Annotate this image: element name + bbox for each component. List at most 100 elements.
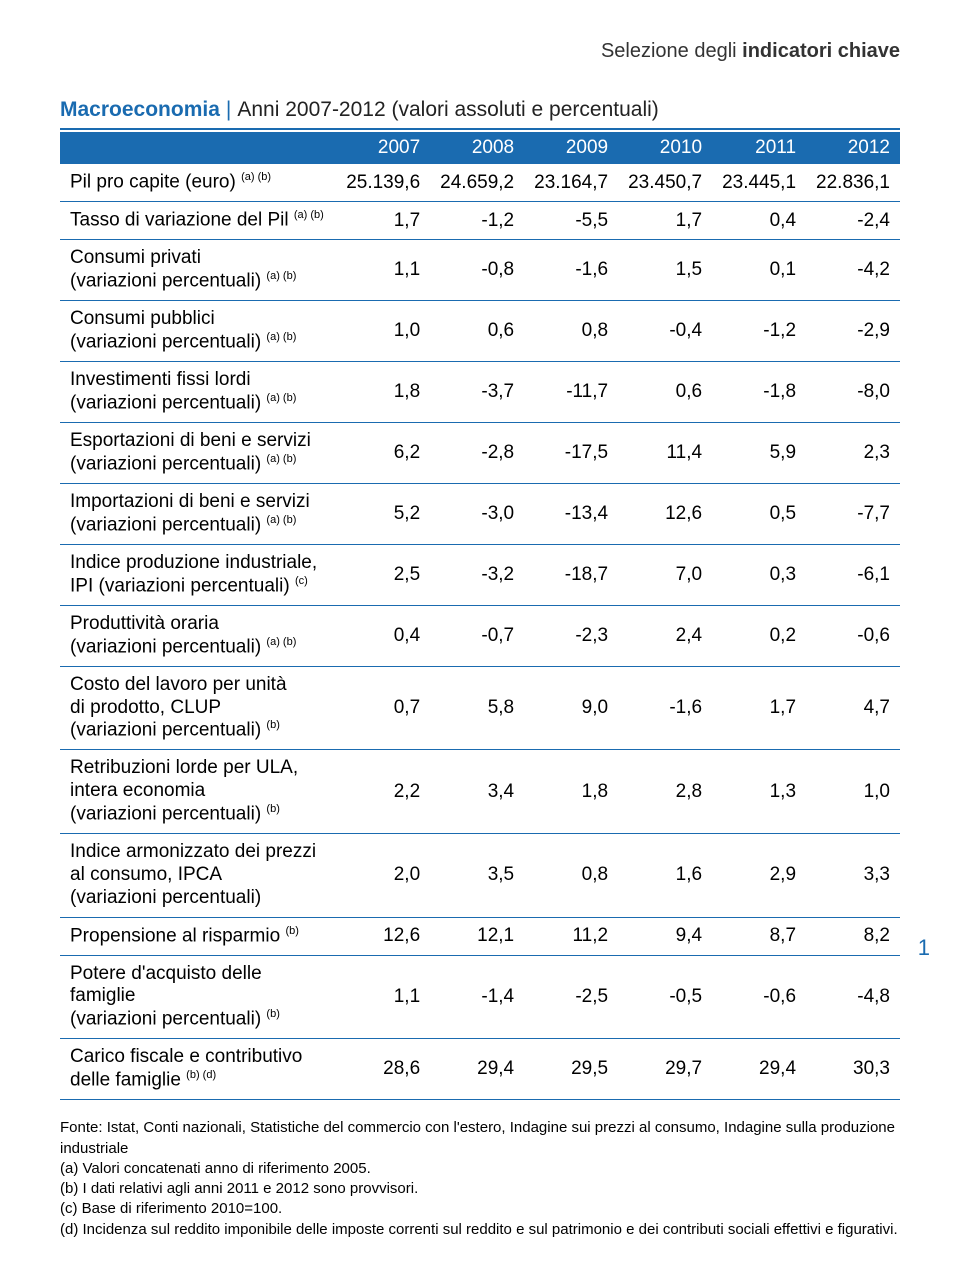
cell-value: 1,7 (336, 202, 430, 240)
row-label: Retribuzioni lorde per ULA,intera econom… (60, 750, 336, 834)
cell-value: 3,4 (430, 750, 524, 834)
cell-value: 1,7 (712, 666, 806, 750)
cell-value: 1,5 (618, 240, 712, 301)
cell-value: 0,7 (336, 666, 430, 750)
table-row: Produttività oraria(variazioni percentua… (60, 605, 900, 666)
cell-value: 1,0 (806, 750, 900, 834)
cell-value: 23.450,7 (618, 164, 712, 202)
row-label: Investimenti fissi lordi(variazioni perc… (60, 362, 336, 423)
cell-value: -4,8 (806, 955, 900, 1039)
table-body: Pil pro capite (euro) (a) (b)25.139,624.… (60, 164, 900, 1100)
footnotes: Fonte: Istat, Conti nazionali, Statistic… (60, 1118, 900, 1240)
cell-value: 0,2 (712, 605, 806, 666)
cell-value: 12,6 (618, 483, 712, 544)
table-row: Retribuzioni lorde per ULA,intera econom… (60, 750, 900, 834)
cell-value: 8,2 (806, 917, 900, 955)
row-label: Tasso di variazione del Pil (a) (b) (60, 202, 336, 240)
cell-value: -2,3 (524, 605, 618, 666)
column-header: 2010 (618, 132, 712, 164)
title-separator: | (220, 98, 237, 121)
cell-value: 6,2 (336, 423, 430, 484)
footnote-line: (d) Incidenza sul reddito imponibile del… (60, 1220, 900, 1240)
cell-value: -2,9 (806, 301, 900, 362)
cell-value: -0,7 (430, 605, 524, 666)
cell-value: -3,2 (430, 544, 524, 605)
cell-value: 29,7 (618, 1039, 712, 1100)
column-header: 2008 (430, 132, 524, 164)
title-subtitle: Anni 2007-2012 (valori assoluti e percen… (237, 98, 658, 121)
cell-value: 24.659,2 (430, 164, 524, 202)
cell-value: -8,0 (806, 362, 900, 423)
cell-value: 1,1 (336, 955, 430, 1039)
cell-value: -0,4 (618, 301, 712, 362)
cell-value: 1,0 (336, 301, 430, 362)
cell-value: 1,1 (336, 240, 430, 301)
title-rule (60, 128, 900, 130)
cell-value: 0,6 (618, 362, 712, 423)
cell-value: -0,6 (712, 955, 806, 1039)
row-label: Indice produzione industriale,IPI (varia… (60, 544, 336, 605)
table-row: Propensione al risparmio (b)12,612,111,2… (60, 917, 900, 955)
cell-value: -7,7 (806, 483, 900, 544)
cell-value: -0,8 (430, 240, 524, 301)
cell-value: -13,4 (524, 483, 618, 544)
cell-value: -1,8 (712, 362, 806, 423)
table-row: Indice armonizzato dei prezzial consumo,… (60, 834, 900, 917)
footnote-line: Fonte: Istat, Conti nazionali, Statistic… (60, 1118, 900, 1159)
table-row: Consumi privati(variazioni percentuali) … (60, 240, 900, 301)
header-bold: indicatori chiave (742, 40, 900, 62)
table-row: Indice produzione industriale,IPI (varia… (60, 544, 900, 605)
column-header (60, 132, 336, 164)
table-head: 200720082009201020112012 (60, 132, 900, 164)
column-header: 2009 (524, 132, 618, 164)
page-header: Selezione degli indicatori chiave (60, 40, 900, 63)
cell-value: 30,3 (806, 1039, 900, 1100)
row-label: Potere d'acquisto delle famiglie(variazi… (60, 955, 336, 1039)
table-row: Carico fiscale e contributivodelle famig… (60, 1039, 900, 1100)
cell-value: 9,4 (618, 917, 712, 955)
table-row: Costo del lavoro per unitàdi prodotto, C… (60, 666, 900, 750)
cell-value: 11,4 (618, 423, 712, 484)
footnote-line: (b) I dati relativi agli anni 2011 e 201… (60, 1179, 900, 1199)
cell-value: 9,0 (524, 666, 618, 750)
cell-value: 1,6 (618, 834, 712, 917)
cell-value: 0,4 (712, 202, 806, 240)
footnote-line: (a) Valori concatenati anno di riferimen… (60, 1159, 900, 1179)
cell-value: 2,5 (336, 544, 430, 605)
cell-value: 2,8 (618, 750, 712, 834)
cell-value: 1,8 (524, 750, 618, 834)
row-label: Consumi privati(variazioni percentuali) … (60, 240, 336, 301)
cell-value: 28,6 (336, 1039, 430, 1100)
table-row: Importazioni di beni e servizi(variazion… (60, 483, 900, 544)
page-number: 1 (918, 935, 930, 961)
cell-value: 12,1 (430, 917, 524, 955)
cell-value: -18,7 (524, 544, 618, 605)
cell-value: 23.445,1 (712, 164, 806, 202)
cell-value: 0,8 (524, 834, 618, 917)
column-header: 2011 (712, 132, 806, 164)
header-pre: Selezione degli (601, 40, 742, 62)
cell-value: 1,8 (336, 362, 430, 423)
cell-value: 2,0 (336, 834, 430, 917)
data-table: 200720082009201020112012 Pil pro capite … (60, 132, 900, 1100)
cell-value: 12,6 (336, 917, 430, 955)
cell-value: 2,3 (806, 423, 900, 484)
cell-value: 4,7 (806, 666, 900, 750)
row-label: Pil pro capite (euro) (a) (b) (60, 164, 336, 202)
row-label: Costo del lavoro per unitàdi prodotto, C… (60, 666, 336, 750)
cell-value: 1,3 (712, 750, 806, 834)
table-row: Pil pro capite (euro) (a) (b)25.139,624.… (60, 164, 900, 202)
cell-value: 0,1 (712, 240, 806, 301)
table-row: Tasso di variazione del Pil (a) (b)1,7-1… (60, 202, 900, 240)
cell-value: -0,5 (618, 955, 712, 1039)
cell-value: 11,2 (524, 917, 618, 955)
cell-value: 25.139,6 (336, 164, 430, 202)
cell-value: -6,1 (806, 544, 900, 605)
title-main: Macroeconomia (60, 98, 220, 121)
cell-value: 5,8 (430, 666, 524, 750)
cell-value: 3,3 (806, 834, 900, 917)
cell-value: -1,4 (430, 955, 524, 1039)
footnote-line: (c) Base di riferimento 2010=100. (60, 1199, 900, 1219)
table-row: Consumi pubblici(variazioni percentuali)… (60, 301, 900, 362)
table-row: Investimenti fissi lordi(variazioni perc… (60, 362, 900, 423)
